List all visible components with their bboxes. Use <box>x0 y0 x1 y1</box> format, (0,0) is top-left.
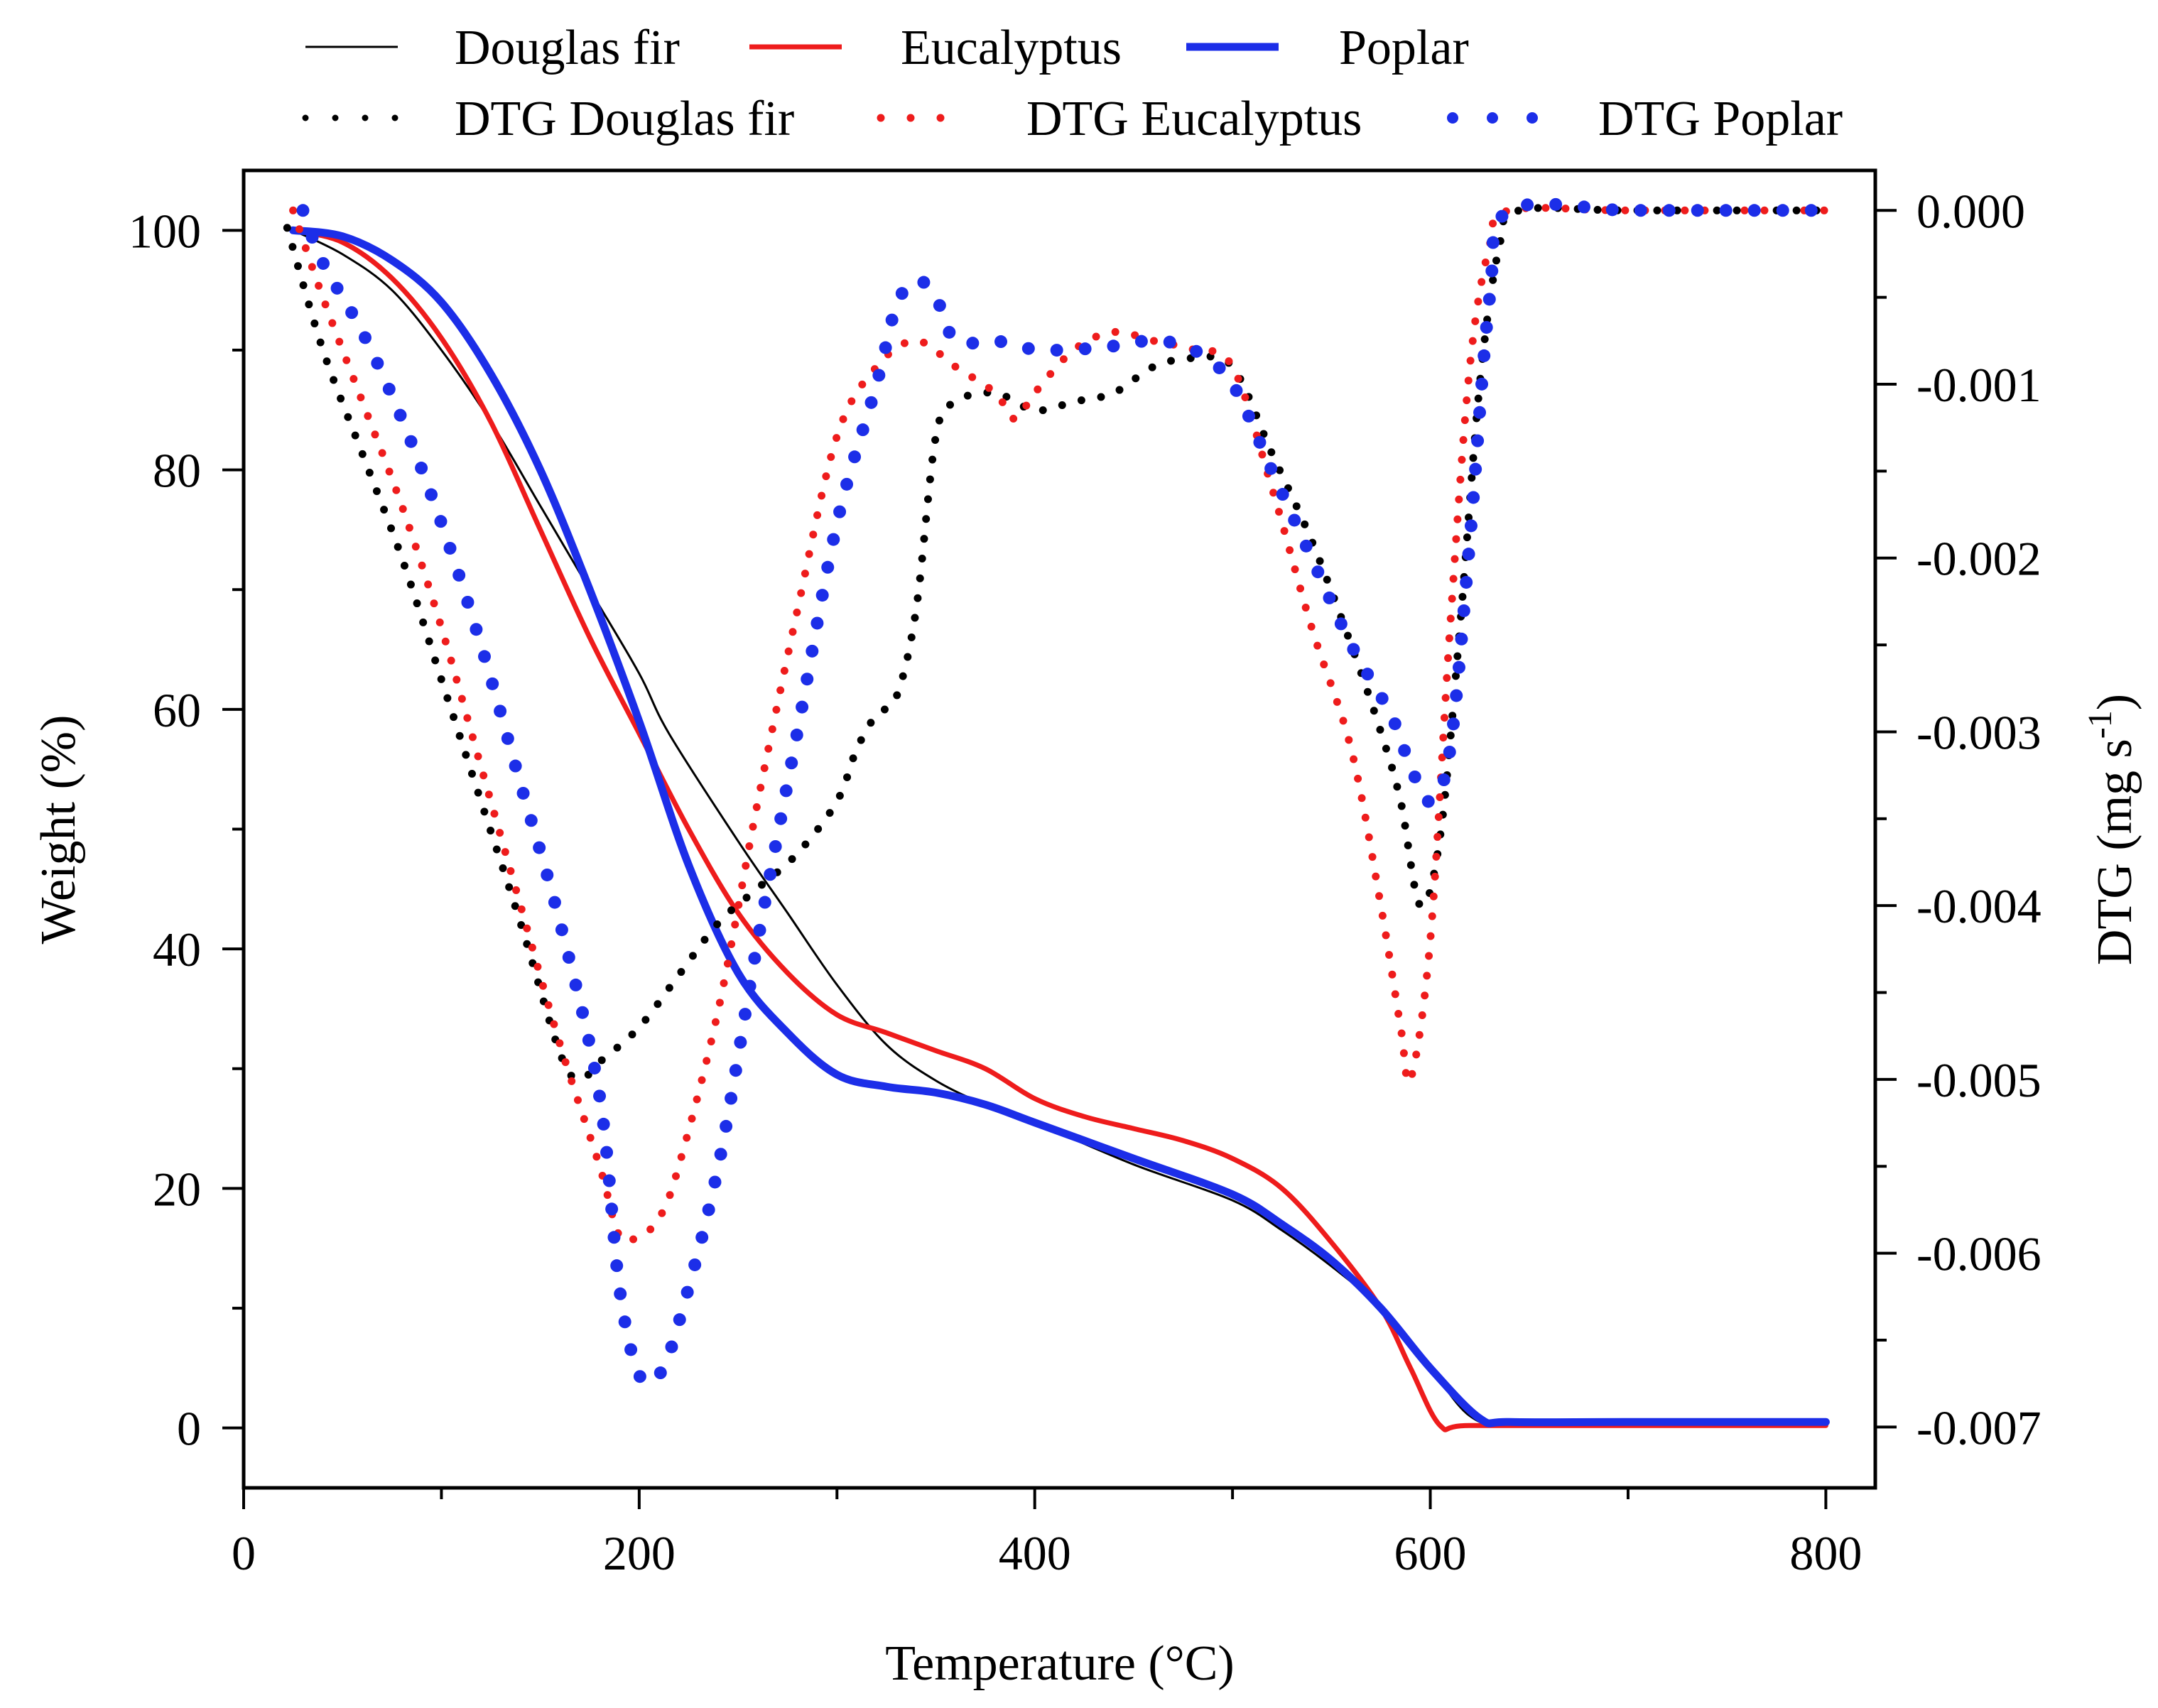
series-dtg-douglas-fir <box>283 204 1830 1084</box>
y2-tick-label-3: -0.003 <box>1916 705 2042 759</box>
legend: Douglas fir Eucalyptus Poplar DTG Dougla… <box>302 21 1843 146</box>
series-dtg-poplar <box>296 197 1833 1391</box>
y2-axis-title-main: DTG (mg s <box>2088 739 2142 965</box>
series-layer <box>283 197 1833 1432</box>
y-axis-title: Weight (%) <box>31 715 86 945</box>
x-tick-label-600: 600 <box>1394 1526 1467 1580</box>
y-tick-label-80: 80 <box>153 444 201 498</box>
series-douglas-fir <box>292 229 1826 1426</box>
y-tick-label-100: 100 <box>129 204 201 258</box>
y-tick-label-0: 0 <box>177 1402 201 1456</box>
y2-tick-label-6: -0.006 <box>1916 1227 2042 1281</box>
y-tick-label-60: 60 <box>153 683 201 737</box>
y2-axis-title-sup: -1 <box>2081 710 2119 739</box>
legend-label-dtg-douglas-fir: DTG Douglas fir <box>455 92 794 146</box>
y-tick-label-20: 20 <box>153 1162 201 1216</box>
y2-tick-label-0: 0.000 <box>1916 184 2025 238</box>
y-tick-label-40: 40 <box>153 923 201 977</box>
x-tick-label-200: 200 <box>603 1526 676 1580</box>
legend-label-dtg-eucalyptus: DTG Eucalyptus <box>1026 92 1362 146</box>
y2-tick-label-4: -0.004 <box>1916 879 2042 933</box>
legend-label-eucalyptus: Eucalyptus <box>901 21 1122 75</box>
series-dtg-eucalyptus <box>289 204 1830 1246</box>
legend-label-poplar: Poplar <box>1339 21 1469 75</box>
x-axis-title: Temperature (°C) <box>885 1636 1234 1691</box>
ticks-layer: 0 200 400 600 800 0 20 40 60 80 100 0.000 -0.001 -0.0… <box>129 184 2042 1580</box>
y2-tick-label-1: -0.001 <box>1916 358 2042 412</box>
legend-label-dtg-poplar: DTG Poplar <box>1598 92 1843 146</box>
y2-tick-label-5: -0.005 <box>1916 1053 2042 1107</box>
y2-axis-title: DTG (mg s-1) <box>2081 694 2142 965</box>
x-tick-label-0: 0 <box>232 1526 256 1580</box>
y2-tick-label-2: -0.002 <box>1916 532 2042 586</box>
series-eucalyptus <box>291 227 1828 1432</box>
x-tick-label-800: 800 <box>1789 1526 1862 1580</box>
y2-tick-label-7: -0.007 <box>1916 1400 2042 1454</box>
y2-axis-title-close: ) <box>2088 694 2142 710</box>
series-poplar <box>289 226 1830 1427</box>
legend-label-douglas-fir: Douglas fir <box>455 21 680 75</box>
x-tick-label-400: 400 <box>999 1526 1071 1580</box>
